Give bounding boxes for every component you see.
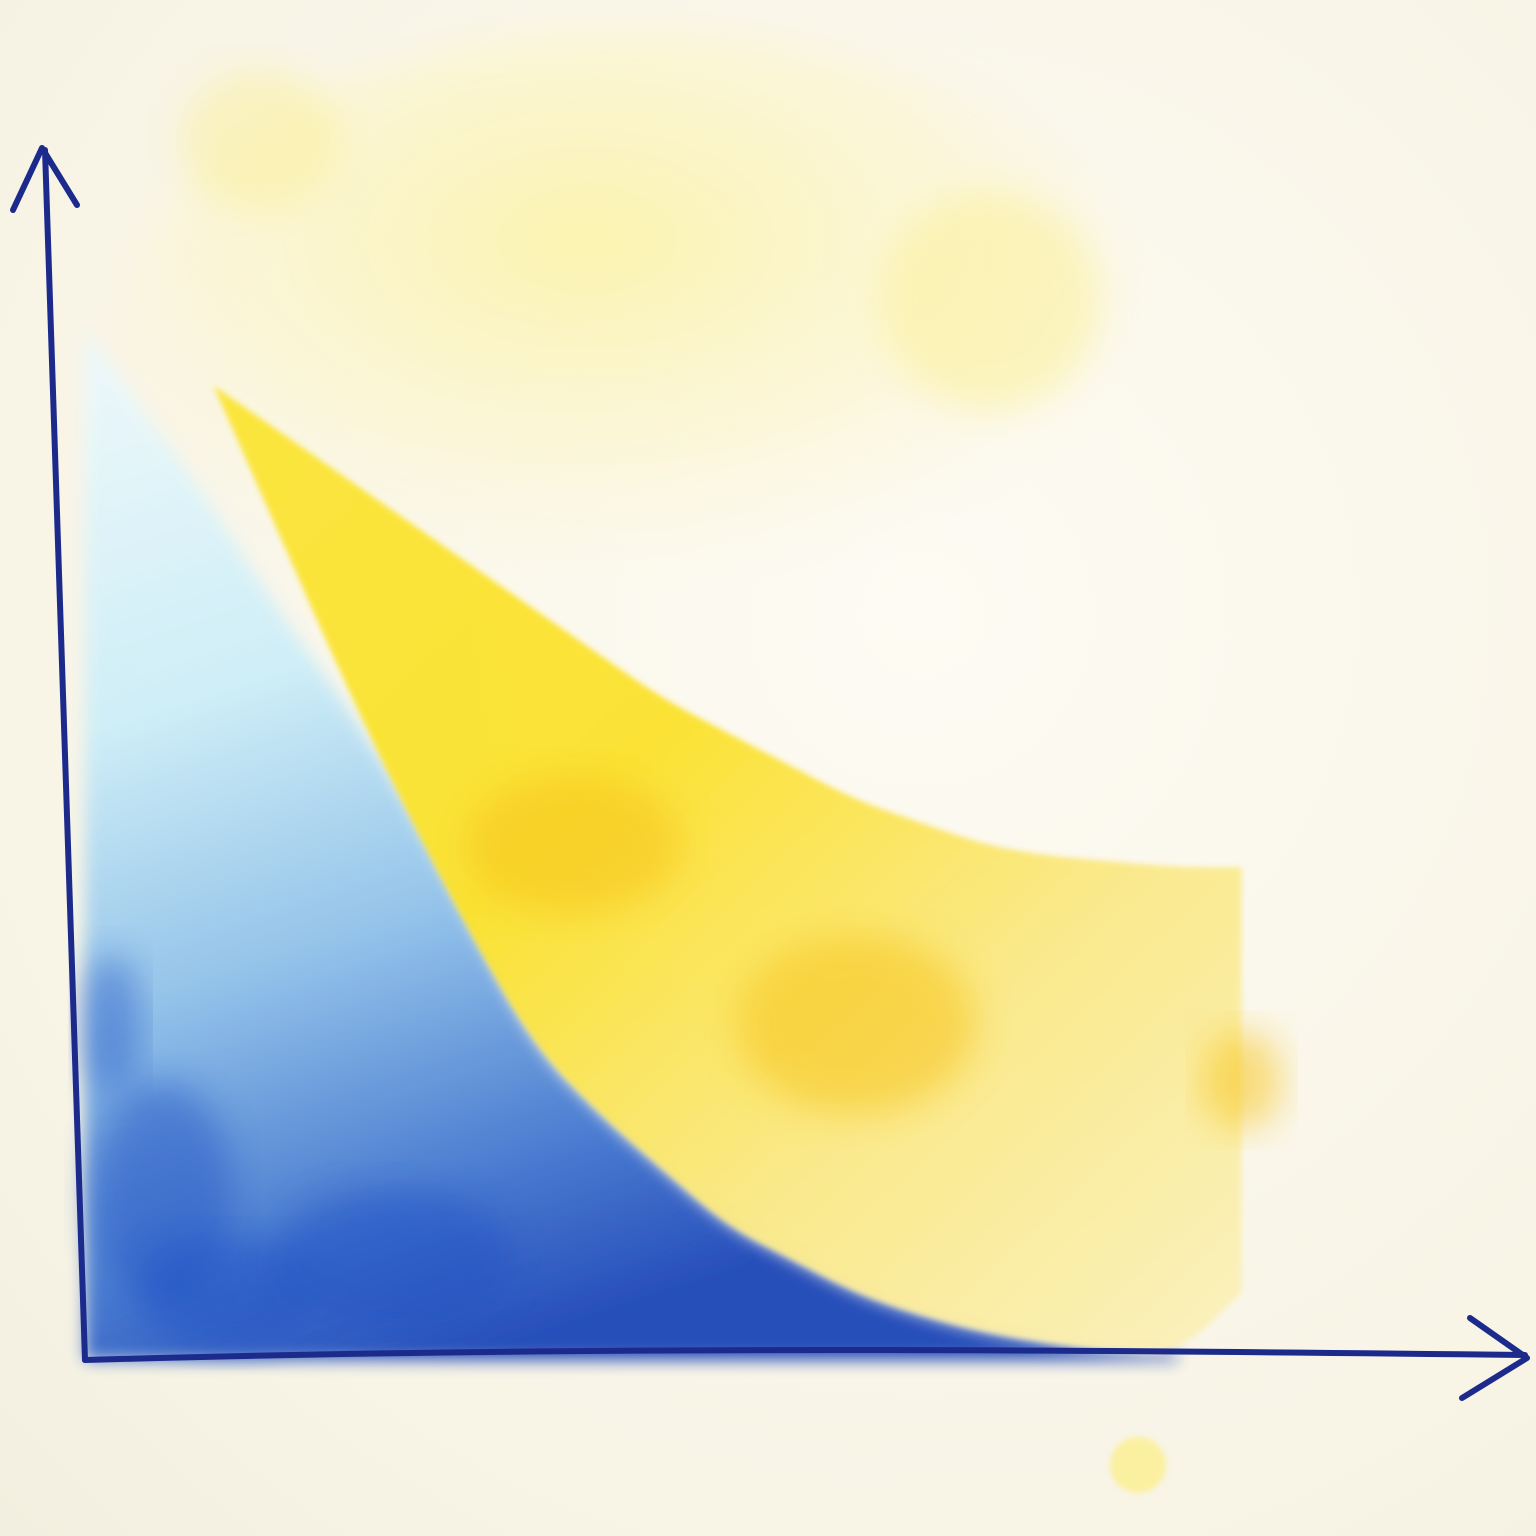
series-0-pigment-2 xyxy=(273,1189,514,1330)
paint-drop-decoration xyxy=(1110,1437,1166,1493)
background-wash xyxy=(120,30,1160,630)
wash-blob-right xyxy=(880,190,1100,410)
series-0-pigment-3 xyxy=(80,954,141,1094)
series-0-area xyxy=(85,329,1178,1361)
wash-blob-top xyxy=(120,30,1160,630)
series-0-pigment-1 xyxy=(136,1237,317,1348)
x-axis-line xyxy=(82,1347,1528,1363)
series-1-pigment-2 xyxy=(1201,1030,1282,1130)
y-axis-arrowhead-icon xyxy=(10,145,80,213)
series-1-pigment-0 xyxy=(463,774,684,915)
x-axis-arrowhead-icon xyxy=(1459,1315,1530,1401)
series-layer xyxy=(80,329,1282,1361)
axes xyxy=(10,145,1530,1401)
y-axis-line xyxy=(42,147,88,1363)
series-1-area xyxy=(213,385,1242,1353)
wash-blob-corner xyxy=(180,70,340,210)
series-1-pigment-1 xyxy=(736,934,976,1114)
